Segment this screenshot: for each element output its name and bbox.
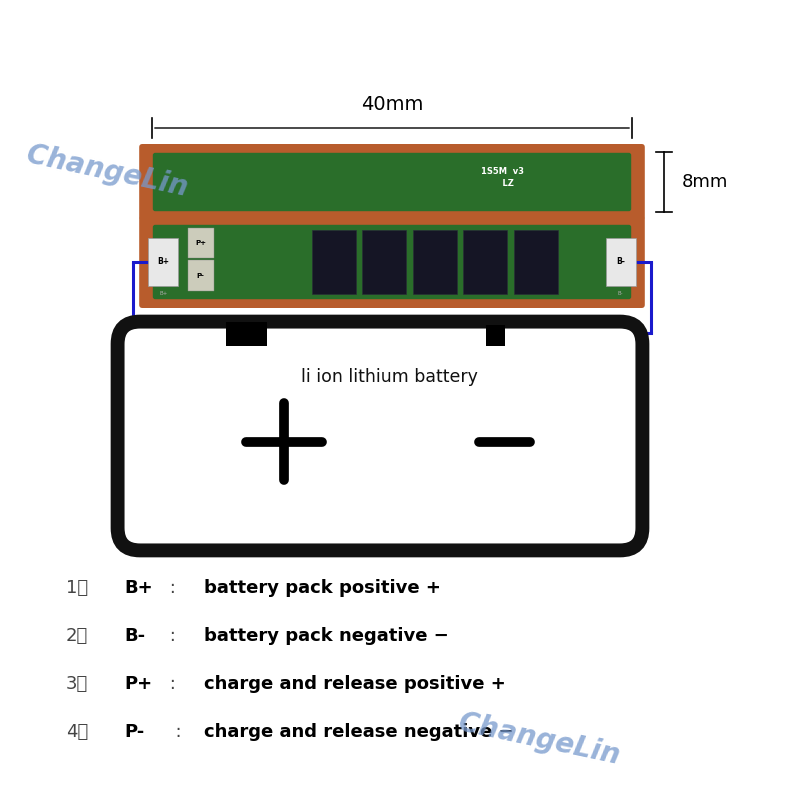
Text: 8mm: 8mm: [682, 173, 728, 191]
FancyBboxPatch shape: [153, 153, 631, 211]
Bar: [188, 228, 214, 258]
Text: :: :: [164, 723, 182, 741]
Bar: [486, 326, 505, 346]
Text: ChangeLin: ChangeLin: [456, 709, 622, 770]
Bar: [606, 238, 636, 286]
Text: li ion lithium battery: li ion lithium battery: [301, 368, 478, 386]
Text: P-: P-: [124, 723, 144, 741]
Text: B+: B+: [159, 291, 167, 296]
Text: 3、: 3、: [66, 675, 88, 693]
Bar: [362, 230, 406, 294]
Text: charge and release negative −: charge and release negative −: [204, 723, 514, 741]
Text: 40mm: 40mm: [361, 94, 423, 114]
Text: B+: B+: [157, 258, 170, 266]
Text: P+: P+: [124, 675, 152, 693]
Text: P+: P+: [195, 240, 206, 246]
FancyBboxPatch shape: [139, 216, 645, 308]
Bar: [226, 322, 267, 346]
Text: B-: B-: [124, 627, 145, 645]
Text: :: :: [164, 627, 187, 645]
Bar: [514, 230, 558, 294]
Text: battery pack negative −: battery pack negative −: [204, 627, 449, 645]
Text: P-: P-: [197, 273, 205, 278]
Text: :: :: [164, 579, 182, 597]
Text: 2、: 2、: [66, 627, 88, 645]
Text: 1S5M  v3
    LZ: 1S5M v3 LZ: [481, 167, 524, 188]
Bar: [188, 261, 214, 291]
FancyBboxPatch shape: [139, 144, 645, 220]
Text: 1、: 1、: [66, 579, 88, 597]
Text: B-: B-: [616, 258, 626, 266]
Text: battery pack positive +: battery pack positive +: [204, 579, 441, 597]
Text: B+: B+: [124, 579, 153, 597]
Text: B-: B-: [618, 291, 624, 296]
Bar: [463, 230, 507, 294]
FancyBboxPatch shape: [118, 322, 642, 550]
Bar: [413, 230, 457, 294]
Bar: [312, 230, 356, 294]
Bar: [148, 238, 178, 286]
Text: ChangeLin: ChangeLin: [24, 141, 190, 202]
Text: :: :: [164, 675, 182, 693]
Text: charge and release positive +: charge and release positive +: [204, 675, 506, 693]
Text: 4、: 4、: [66, 723, 88, 741]
FancyBboxPatch shape: [153, 225, 631, 299]
